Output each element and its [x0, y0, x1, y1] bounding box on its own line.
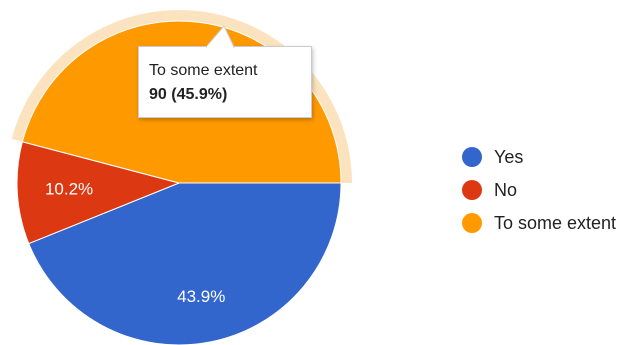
legend-label-yes: Yes: [494, 146, 524, 167]
chart-legend: Yes No To some extent: [462, 146, 616, 234]
tooltip-pointer: [206, 26, 235, 48]
data-label-no: 10.2%: [45, 179, 93, 198]
legend-swatch-no: [462, 180, 482, 200]
legend-swatch-yes: [462, 147, 482, 167]
legend-swatch-to-some-extent: [462, 213, 482, 233]
tooltip-title: To some extent: [149, 62, 258, 79]
data-label-yes: 43.9%: [177, 287, 225, 306]
pie-slice-no[interactable]: [16, 141, 181, 245]
legend-item-no[interactable]: No: [462, 179, 616, 201]
legend-item-yes[interactable]: Yes: [462, 146, 616, 168]
tooltip-value: 90 (45.9%): [149, 86, 228, 103]
legend-item-to-some-extent[interactable]: To some extent: [462, 212, 616, 234]
legend-label-no: No: [494, 179, 518, 200]
pie-slice-yes[interactable]: [28, 182, 342, 345]
legend-label-to-some-extent: To some extent: [494, 212, 617, 233]
chart-tooltip: To some extent 90 (45.9%): [138, 46, 312, 118]
